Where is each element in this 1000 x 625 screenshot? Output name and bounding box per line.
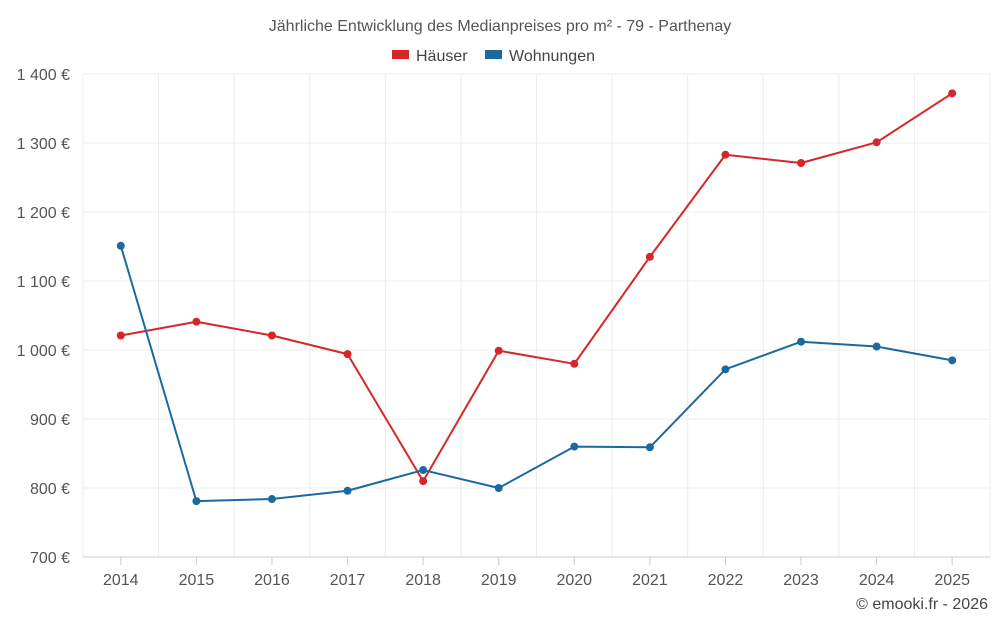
legend-label: Wohnungen (509, 48, 595, 65)
y-tick-label: 1 200 € (17, 205, 70, 222)
legend-swatch (392, 50, 409, 59)
x-tick-label: 2024 (859, 572, 895, 589)
x-tick-label: 2019 (481, 572, 517, 589)
data-point (267, 331, 276, 340)
series-wohnungen (116, 241, 957, 506)
legend: Häuser Wohnungen (392, 48, 595, 65)
y-tick-label: 1 400 € (17, 67, 70, 84)
credit-text: © emooki.fr - 2026 (856, 596, 988, 613)
series-line (120, 92, 953, 483)
y-tick-label: 1 300 € (17, 136, 70, 153)
x-tick-label: 2021 (632, 572, 668, 589)
y-tick-label: 1 100 € (17, 274, 70, 291)
data-point (948, 356, 957, 365)
data-point (419, 477, 428, 486)
x-tick-label: 2022 (708, 572, 744, 589)
series-line (119, 245, 953, 503)
data-point (267, 495, 276, 504)
data-point (872, 342, 881, 351)
data-point (721, 150, 730, 159)
x-tick-label: 2025 (934, 572, 970, 589)
y-tick-label: 700 € (30, 550, 70, 567)
data-point (116, 241, 125, 250)
x-tick-label: 2023 (783, 572, 819, 589)
data-point (419, 466, 428, 475)
data-point (570, 442, 579, 451)
x-tick-label: 2015 (179, 572, 215, 589)
data-point (948, 89, 957, 98)
data-point (494, 484, 503, 492)
data-point (645, 443, 654, 452)
y-tick-label: 800 € (30, 481, 70, 498)
data-point (797, 337, 806, 346)
x-tick-label: 2016 (254, 572, 290, 589)
data-point (494, 346, 503, 355)
x-tick-label: 2020 (556, 572, 592, 589)
data-point (872, 138, 881, 147)
y-tick-label: 1 000 € (17, 343, 70, 360)
data-point (570, 359, 579, 368)
data-point (645, 252, 654, 261)
data-point (116, 331, 125, 340)
axes: 700 € 800 € 900 € 1 000 € 1 100 € 1 200 € 1 30… (17, 67, 990, 589)
data-point (721, 365, 730, 374)
data-point (343, 350, 352, 359)
data-point (797, 159, 806, 168)
legend-label: Häuser (416, 48, 468, 65)
data-point (192, 317, 201, 326)
legend-swatch (485, 50, 502, 59)
data-point (343, 486, 352, 495)
y-tick-label: 900 € (30, 412, 70, 429)
series-haeuser (116, 89, 957, 486)
x-tick-label: 2018 (405, 572, 441, 589)
series-group (116, 89, 957, 506)
x-tick-label: 2017 (330, 572, 366, 589)
grid (82, 73, 991, 557)
x-tick-label: 2014 (103, 572, 139, 589)
data-point (192, 497, 201, 506)
chart-title: Jährliche Entwicklung des Medianpreises … (269, 18, 731, 35)
